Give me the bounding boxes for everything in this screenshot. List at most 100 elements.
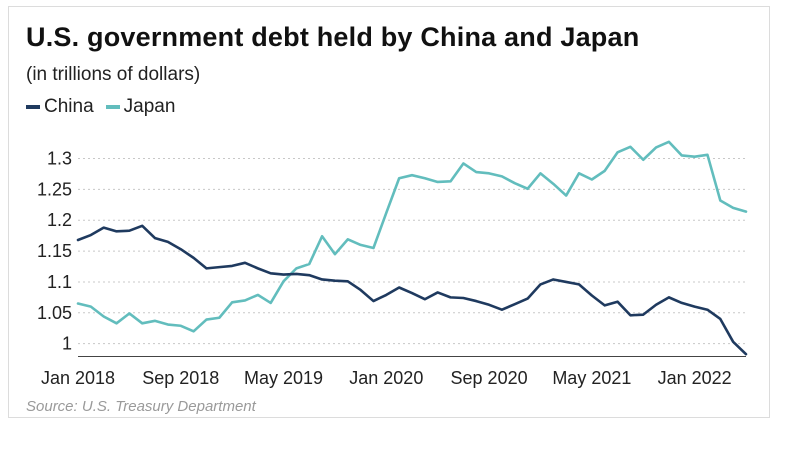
data-point-japan-42	[616, 151, 619, 154]
data-point-china-32	[488, 303, 490, 306]
data-point-japan-50	[719, 199, 722, 202]
data-point-china-5	[141, 224, 144, 227]
data-point-japan-2	[102, 315, 105, 318]
y-tick-label-2: 1.1	[47, 272, 72, 292]
x-tick-label-6: Jan 2022	[658, 368, 732, 388]
data-point-china-45	[655, 303, 657, 306]
y-tick-label-4: 1.2	[47, 210, 72, 230]
data-point-china-40	[591, 294, 593, 297]
data-point-china-26	[411, 292, 413, 294]
data-point-japan-49	[706, 154, 709, 156]
data-point-japan-51	[732, 207, 734, 209]
data-point-china-47	[680, 302, 683, 304]
data-point-china-13	[244, 262, 246, 264]
data-point-china-25	[398, 286, 400, 289]
data-point-china-52	[745, 353, 747, 355]
data-point-japan-1	[90, 305, 92, 308]
data-point-japan-11	[218, 316, 221, 319]
data-point-japan-20	[334, 253, 336, 255]
data-point-china-37	[552, 278, 555, 281]
data-point-china-23	[372, 300, 375, 302]
data-point-japan-12	[231, 301, 233, 304]
legend-swatch-japan	[105, 105, 120, 109]
y-tick-label-5: 1.25	[37, 179, 72, 199]
data-point-china-0	[77, 239, 79, 241]
data-point-japan-37	[552, 183, 555, 185]
data-point-china-22	[359, 289, 362, 291]
y-tick-label-3: 1.15	[37, 241, 72, 261]
data-point-china-16	[282, 273, 285, 276]
data-point-japan-25	[398, 177, 400, 180]
data-point-china-18	[308, 274, 311, 276]
data-point-japan-0	[77, 302, 79, 305]
y-tick-label-1: 1.05	[37, 303, 72, 323]
data-point-japan-46	[668, 141, 670, 143]
data-point-japan-40	[591, 178, 593, 181]
legend-label-china: China	[44, 96, 94, 117]
data-point-japan-4	[128, 312, 131, 315]
data-point-china-28	[436, 291, 439, 294]
data-point-china-3	[115, 230, 118, 233]
data-point-japan-16	[282, 280, 285, 283]
data-point-japan-14	[257, 294, 259, 296]
data-point-china-1	[90, 234, 92, 236]
data-point-china-39	[578, 283, 580, 286]
data-point-china-31	[475, 300, 478, 302]
legend-swatch-china	[26, 105, 40, 109]
data-point-japan-17	[295, 267, 298, 270]
series-line-japan	[76, 140, 748, 333]
data-point-japan-29	[449, 180, 452, 183]
data-point-japan-28	[436, 181, 439, 183]
data-point-china-44	[642, 313, 645, 316]
x-tick-label-1: Sep 2018	[142, 368, 219, 388]
data-point-china-43	[629, 314, 632, 317]
data-point-china-27	[424, 298, 426, 301]
data-point-japan-27	[424, 177, 426, 180]
data-point-japan-39	[578, 172, 580, 175]
series-line-china	[76, 224, 748, 356]
data-point-china-29	[449, 296, 452, 299]
data-point-japan-36	[539, 172, 542, 175]
data-point-china-30	[462, 297, 465, 299]
data-point-japan-33	[501, 175, 503, 178]
data-point-china-21	[346, 280, 349, 283]
data-point-china-34	[513, 303, 516, 305]
data-point-japan-15	[269, 302, 272, 304]
y-tick-label-6: 1.3	[47, 149, 72, 169]
data-point-china-19	[321, 278, 323, 281]
data-point-japan-8	[179, 324, 182, 327]
data-point-china-51	[732, 341, 734, 343]
data-point-japan-48	[693, 155, 696, 158]
data-point-japan-19	[321, 235, 323, 238]
data-point-china-48	[693, 305, 696, 308]
data-point-china-46	[668, 296, 670, 299]
legend-label-japan: Japan	[123, 96, 176, 117]
data-point-china-14	[257, 267, 259, 270]
data-point-china-49	[706, 308, 709, 311]
data-point-china-9	[192, 257, 195, 259]
data-point-china-8	[179, 248, 182, 251]
data-point-china-11	[218, 266, 221, 268]
data-point-china-24	[385, 294, 388, 296]
data-point-china-41	[603, 304, 606, 307]
data-point-japan-45	[655, 146, 657, 149]
data-point-japan-41	[603, 170, 606, 172]
x-tick-label-5: May 2021	[552, 368, 631, 388]
data-point-japan-6	[154, 320, 156, 322]
data-point-japan-52	[745, 210, 747, 213]
chart-source: Source: U.S. Treasury Department	[26, 398, 256, 415]
data-point-japan-24	[385, 212, 388, 214]
chart-legend: China Japan	[26, 96, 187, 118]
data-point-china-7	[167, 241, 169, 243]
data-point-japan-35	[526, 187, 529, 190]
data-point-japan-31	[475, 171, 478, 173]
x-tick-label-4: Sep 2020	[451, 368, 528, 388]
data-point-japan-10	[205, 318, 208, 321]
chart-frame	[8, 6, 770, 418]
legend-item-china: China	[26, 96, 94, 118]
data-point-japan-43	[629, 145, 632, 148]
x-tick-label-2: May 2019	[244, 368, 323, 388]
data-point-china-33	[501, 308, 503, 311]
data-point-japan-21	[346, 238, 349, 241]
data-point-japan-26	[411, 174, 413, 176]
